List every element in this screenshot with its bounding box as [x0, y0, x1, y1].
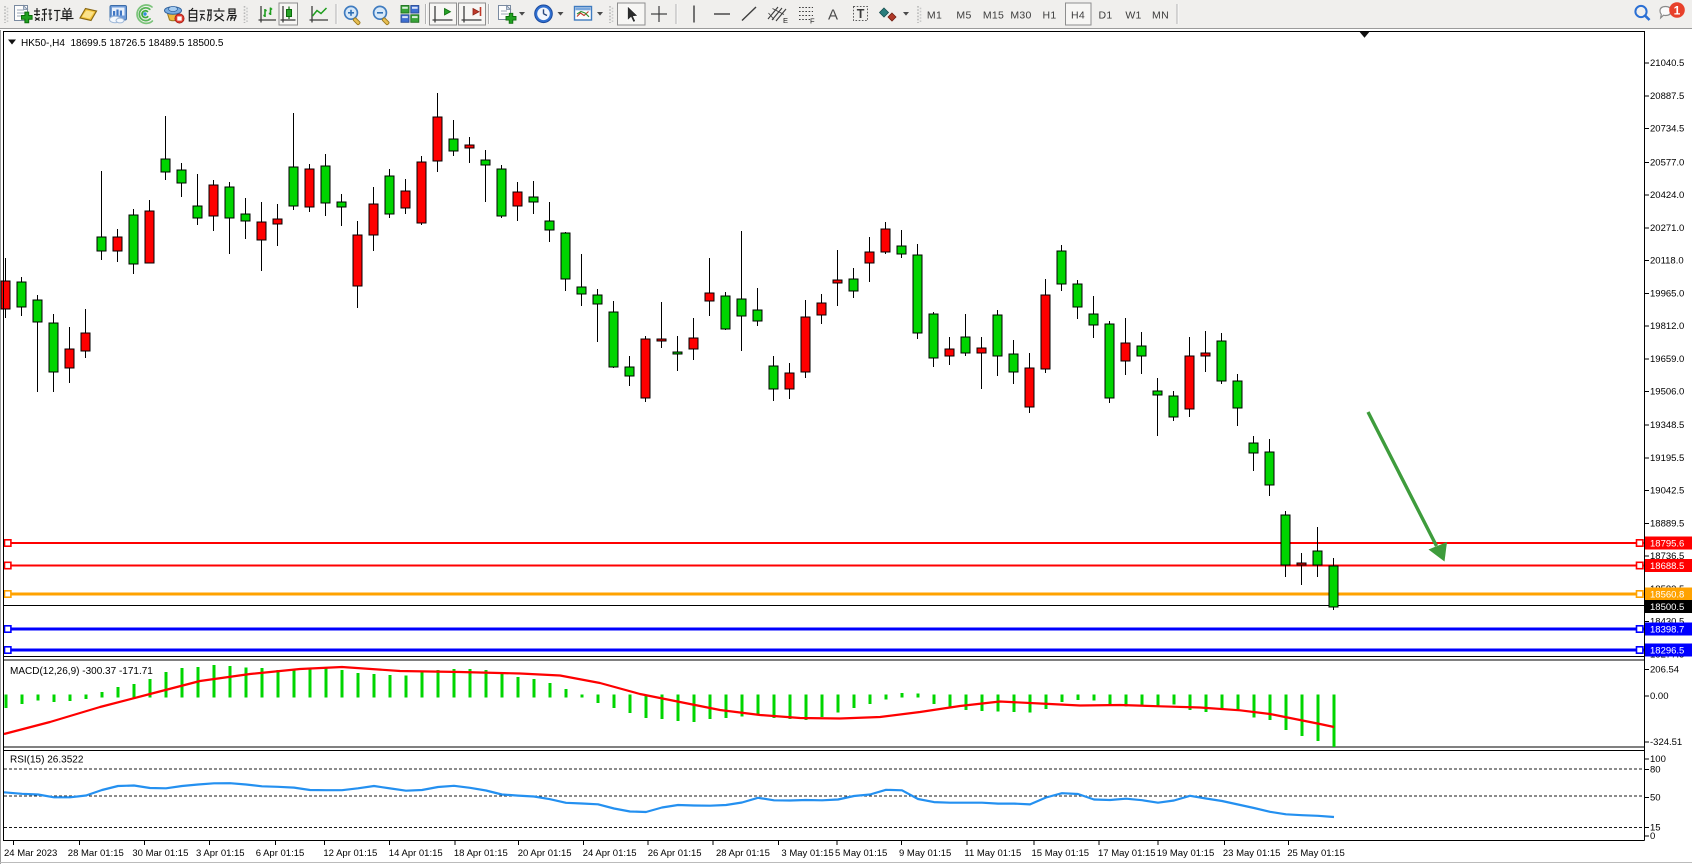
svg-text:19812.0: 19812.0 [1650, 321, 1684, 332]
svg-text:H4: H4 [1071, 10, 1085, 22]
svg-text:18688.5: 18688.5 [1650, 561, 1684, 572]
svg-text:T: T [857, 7, 865, 21]
svg-text:17 May 01:15: 17 May 01:15 [1098, 848, 1156, 859]
svg-text:23 May 01:15: 23 May 01:15 [1223, 848, 1281, 859]
svg-text:E: E [783, 16, 788, 25]
svg-text:6 Apr 01:15: 6 Apr 01:15 [256, 848, 305, 859]
svg-text:MN: MN [1152, 10, 1169, 22]
svg-text:24 Apr 01:15: 24 Apr 01:15 [583, 848, 637, 859]
svg-text:F: F [810, 17, 815, 26]
svg-text:D1: D1 [1098, 10, 1112, 22]
svg-text:MACD(12,26,9) -300.37 -171.71: MACD(12,26,9) -300.37 -171.71 [10, 666, 153, 677]
svg-text:26 Apr 01:15: 26 Apr 01:15 [648, 848, 702, 859]
svg-text:19195.5: 19195.5 [1650, 453, 1684, 464]
svg-text:H1: H1 [1042, 10, 1056, 22]
svg-text:-324.51: -324.51 [1650, 737, 1682, 748]
svg-text:100: 100 [1650, 754, 1666, 765]
svg-text:19506.0: 19506.0 [1650, 387, 1684, 398]
svg-text:20734.5: 20734.5 [1650, 124, 1684, 135]
svg-text:20424.0: 20424.0 [1650, 190, 1684, 201]
svg-text:18795.6: 18795.6 [1650, 539, 1684, 550]
svg-text:5 May 01:15: 5 May 01:15 [835, 848, 887, 859]
svg-text:1: 1 [1674, 3, 1681, 17]
svg-text:21040.5: 21040.5 [1650, 58, 1684, 69]
svg-text:30 Mar 01:15: 30 Mar 01:15 [132, 848, 188, 859]
svg-text:20 Apr 01:15: 20 Apr 01:15 [518, 848, 572, 859]
svg-text:20887.5: 20887.5 [1650, 91, 1684, 102]
svg-text:19348.5: 19348.5 [1650, 420, 1684, 431]
svg-text:18430.5: 18430.5 [1650, 617, 1684, 628]
svg-text:M1: M1 [927, 10, 942, 22]
svg-text:W1: W1 [1125, 10, 1141, 22]
svg-text:18736.5: 18736.5 [1650, 551, 1684, 562]
svg-text:80: 80 [1650, 765, 1661, 776]
svg-text:19042.5: 19042.5 [1650, 486, 1684, 497]
svg-text:3 May 01:15: 3 May 01:15 [781, 848, 833, 859]
svg-text:3 Apr 01:15: 3 Apr 01:15 [196, 848, 245, 859]
svg-text:18 Apr 01:15: 18 Apr 01:15 [454, 848, 508, 859]
svg-text:25 May 01:15: 25 May 01:15 [1287, 848, 1345, 859]
svg-text:206.54: 206.54 [1650, 664, 1679, 675]
svg-text:11 May 01:15: 11 May 01:15 [964, 848, 1021, 859]
svg-text:18560.8: 18560.8 [1650, 590, 1684, 601]
svg-text:0: 0 [1650, 831, 1655, 842]
svg-text:HK50-,H4 18699.5 18726.5 1848: HK50-,H4 18699.5 18726.5 18489.5 18500.5 [21, 38, 224, 49]
svg-text:RSI(15) 26.3522: RSI(15) 26.3522 [10, 755, 84, 766]
svg-text:18889.5: 18889.5 [1650, 518, 1684, 529]
svg-text:19965.0: 19965.0 [1650, 288, 1684, 299]
svg-text:0.00: 0.00 [1650, 691, 1669, 702]
svg-text:18296.5: 18296.5 [1650, 646, 1684, 657]
svg-text:20577.0: 20577.0 [1650, 157, 1684, 168]
svg-text:A: A [828, 7, 838, 24]
svg-text:28 Mar 01:15: 28 Mar 01:15 [68, 848, 124, 859]
svg-text:20118.0: 20118.0 [1650, 256, 1684, 267]
svg-text:19 May 01:15: 19 May 01:15 [1157, 848, 1215, 859]
svg-text:M15: M15 [983, 10, 1004, 22]
svg-text:18398.7: 18398.7 [1650, 625, 1684, 636]
svg-text:14 Apr 01:15: 14 Apr 01:15 [389, 848, 443, 859]
svg-text:M5: M5 [956, 10, 971, 22]
svg-text:50: 50 [1650, 793, 1661, 804]
svg-text:9 May 01:15: 9 May 01:15 [899, 848, 951, 859]
svg-text:20271.0: 20271.0 [1650, 223, 1684, 234]
svg-text:24 Mar 2023: 24 Mar 2023 [4, 848, 57, 859]
svg-text:15: 15 [1650, 822, 1661, 833]
svg-text:19659.0: 19659.0 [1650, 354, 1684, 365]
svg-text:18500.5: 18500.5 [1650, 602, 1684, 613]
svg-text:28 Apr 01:15: 28 Apr 01:15 [716, 848, 770, 859]
svg-text:12 Apr 01:15: 12 Apr 01:15 [323, 848, 377, 859]
svg-text:15 May 01:15: 15 May 01:15 [1032, 848, 1090, 859]
svg-text:M30: M30 [1010, 10, 1031, 22]
